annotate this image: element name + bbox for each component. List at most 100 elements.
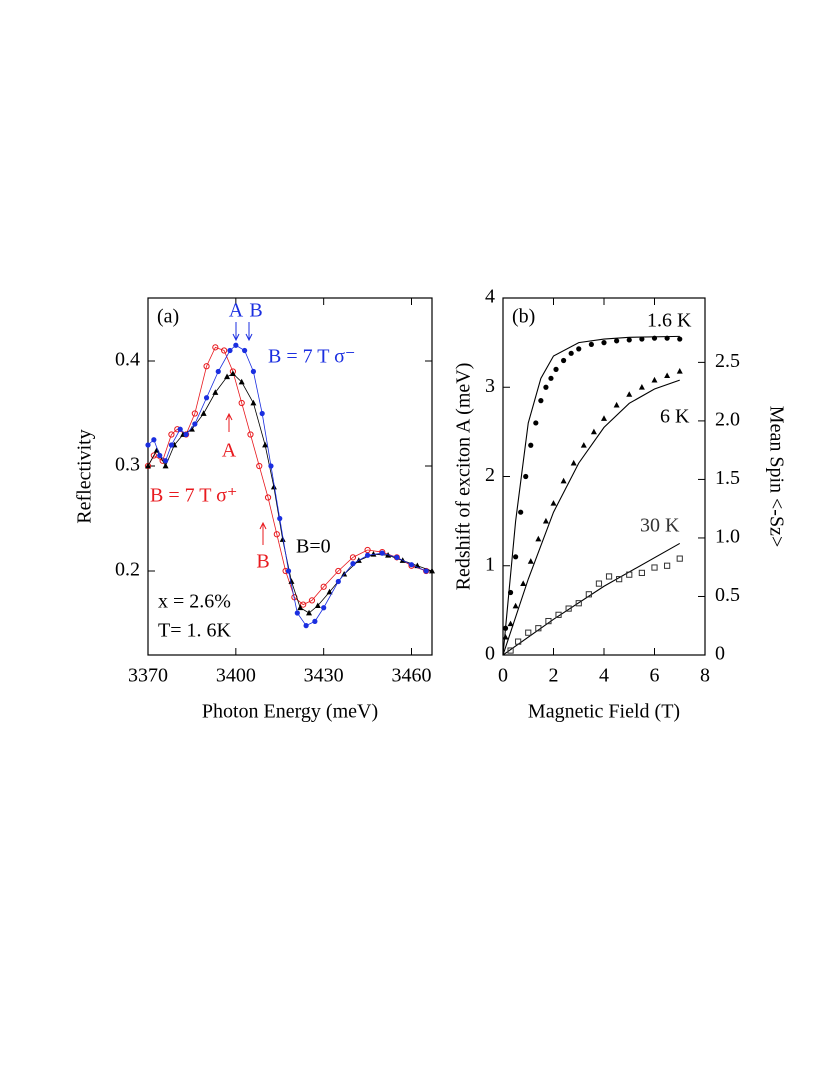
x-tick-label: 8 xyxy=(700,665,710,687)
data-point xyxy=(601,415,607,421)
data-point xyxy=(297,604,304,611)
y-tick-label: 2 xyxy=(485,464,495,486)
data-point xyxy=(601,340,607,346)
data-point xyxy=(545,617,552,625)
annotation: A xyxy=(222,440,237,462)
fit-line xyxy=(502,379,680,656)
data-point xyxy=(616,576,623,583)
data-point xyxy=(676,367,683,374)
data-point xyxy=(560,477,567,484)
data-point xyxy=(157,452,163,459)
data-point xyxy=(588,341,594,348)
data-point xyxy=(379,550,385,556)
data-point xyxy=(294,610,300,616)
series-label: 30 K xyxy=(640,515,680,537)
data-point xyxy=(553,366,559,372)
data-point xyxy=(664,562,671,569)
y-tick-label: 0.4 xyxy=(115,349,140,371)
data-point xyxy=(200,410,207,416)
data-point xyxy=(543,384,549,390)
y-tick-label: 3 xyxy=(485,375,495,397)
data-point xyxy=(507,647,514,654)
data-point xyxy=(256,462,263,470)
data-point xyxy=(320,583,327,590)
data-point xyxy=(285,568,292,574)
y2-tick-label: 2.5 xyxy=(715,350,740,372)
data-point xyxy=(502,625,509,631)
y-tick-label: 0.2 xyxy=(115,559,140,581)
data-point xyxy=(145,462,151,469)
data-point xyxy=(651,335,658,341)
data-point xyxy=(638,384,645,390)
x-tick-label: 3430 xyxy=(304,665,344,687)
data-point xyxy=(523,473,529,480)
data-point xyxy=(227,347,233,354)
data-point xyxy=(259,410,265,417)
plot-frame xyxy=(502,297,706,656)
data-point xyxy=(321,605,327,611)
data-point xyxy=(507,620,514,627)
data-point xyxy=(192,421,198,427)
data-point xyxy=(512,602,519,609)
data-point xyxy=(580,442,587,448)
data-point xyxy=(513,554,519,560)
data-point xyxy=(568,350,574,356)
data-point xyxy=(605,573,613,580)
data-point xyxy=(364,552,371,558)
data-point xyxy=(538,398,544,404)
x-tick-label: 3460 xyxy=(392,665,432,687)
data-point xyxy=(250,368,257,375)
data-point xyxy=(312,618,318,625)
annotation: B xyxy=(256,551,269,573)
data-point xyxy=(250,399,257,406)
data-point xyxy=(590,428,597,435)
data-point xyxy=(535,535,542,542)
data-point xyxy=(288,578,295,584)
data-point xyxy=(273,531,280,538)
data-point xyxy=(191,410,198,417)
data-point xyxy=(247,431,254,438)
data-point xyxy=(233,342,239,348)
data-point xyxy=(308,597,316,604)
data-point xyxy=(626,337,632,343)
data-point xyxy=(502,633,509,640)
data-point xyxy=(277,515,283,522)
data-point xyxy=(429,567,435,574)
data-point xyxy=(525,629,532,636)
data-point xyxy=(145,442,151,448)
data-point xyxy=(203,395,210,401)
series-label: 1.6 K xyxy=(647,310,692,332)
y-tick-label: 4 xyxy=(485,286,495,308)
data-point xyxy=(238,399,245,407)
data-point xyxy=(639,336,645,342)
y-tick-label: 0 xyxy=(485,643,495,665)
series-label: B = 7 T σ⁻ xyxy=(268,346,355,368)
y-axis-title: Redshift of exciton A (meV) xyxy=(453,363,475,591)
data-point xyxy=(614,338,620,344)
fit-line xyxy=(502,542,681,656)
data-point xyxy=(423,568,429,574)
arrow-head xyxy=(232,333,240,342)
data-point xyxy=(279,536,286,542)
data-point xyxy=(677,336,683,342)
data-point xyxy=(535,625,542,632)
data-point xyxy=(664,335,670,341)
data-point xyxy=(221,347,228,354)
data-point xyxy=(188,426,195,432)
data-point xyxy=(520,580,527,586)
data-point xyxy=(224,373,231,380)
y2-tick-label: 1.0 xyxy=(715,526,740,548)
y2-tick-label: 2.0 xyxy=(715,408,740,430)
panel-label: (a) xyxy=(157,306,179,328)
data-point xyxy=(203,363,210,370)
data-point xyxy=(306,609,313,616)
x-axis-title: Magnetic Field (T) xyxy=(528,701,680,723)
panel-label: (b) xyxy=(512,306,535,328)
data-point xyxy=(177,426,183,432)
data-point xyxy=(555,611,562,618)
data-point xyxy=(664,372,671,379)
data-point xyxy=(242,347,248,354)
data-point xyxy=(168,431,175,438)
data-point xyxy=(303,623,309,629)
